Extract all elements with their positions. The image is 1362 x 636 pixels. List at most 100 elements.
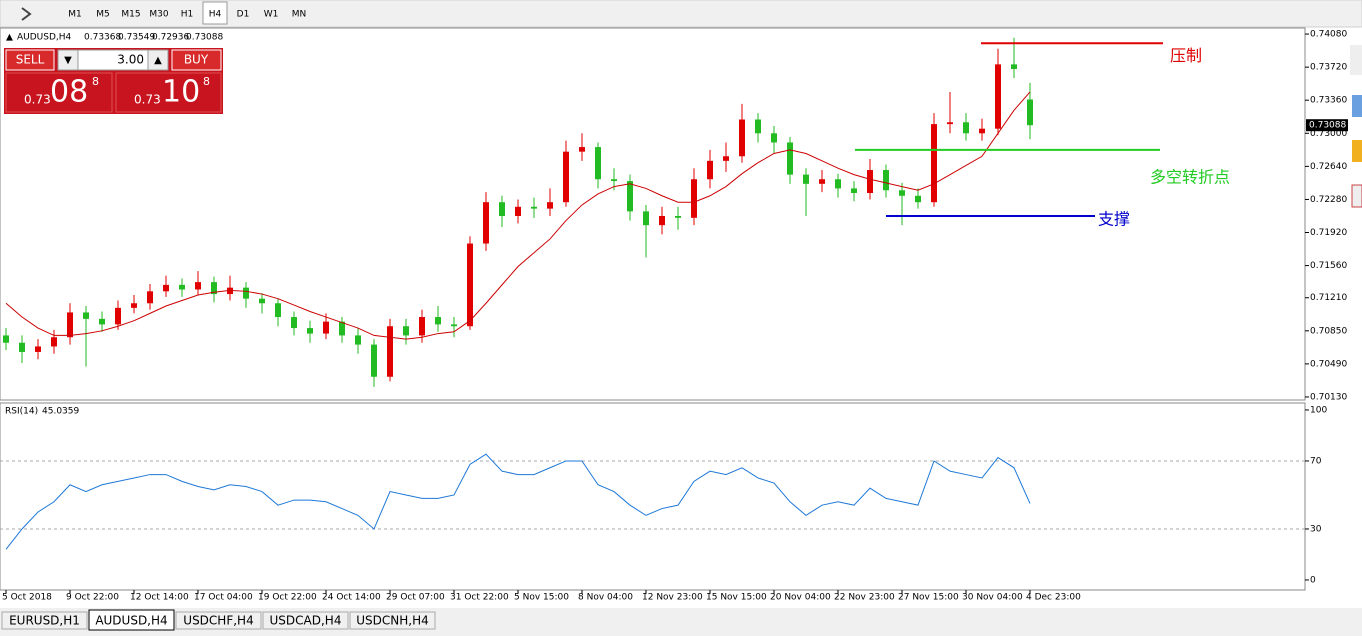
candle-body [979, 128, 985, 134]
x-tick-label: 4 Dec 23:00 [1026, 593, 1081, 603]
tab-label[interactable]: USDCAD,H4 [270, 614, 342, 628]
candle-body [803, 174, 809, 184]
candle-body [755, 119, 761, 134]
x-tick-label: 8 Nov 04:00 [578, 593, 633, 603]
candle-body [739, 119, 745, 157]
tab[interactable] [262, 611, 349, 630]
y-tick-label: 0.70490 [1310, 359, 1347, 369]
y-tick-label: 0.73000 [1310, 129, 1347, 139]
tool-icon[interactable] [21, 7, 32, 21]
side-icon[interactable] [1352, 95, 1362, 117]
sell-button[interactable] [5, 49, 55, 71]
tab-label[interactable]: USDCNH,H4 [356, 614, 429, 628]
level-label: 多空转折点 [1150, 167, 1230, 186]
candle-body [899, 190, 905, 196]
candle-body [179, 284, 185, 290]
candle-body [531, 206, 537, 209]
candle-body [915, 195, 921, 203]
candle-body [387, 326, 393, 377]
x-tick-label: 20 Nov 04:00 [770, 593, 831, 603]
y-tick-label: 0.71560 [1310, 261, 1347, 271]
buy-label[interactable]: BUY [184, 53, 209, 67]
candle-body [35, 346, 41, 352]
sell-pips[interactable]: 08 [50, 75, 88, 110]
candle-body [931, 124, 937, 203]
tab[interactable] [1, 611, 88, 630]
x-tick-label: 29 Oct 07:00 [386, 593, 445, 603]
x-tick-label: 5 Oct 2018 [2, 593, 52, 603]
candle-body [19, 342, 25, 352]
candle-body [851, 188, 857, 194]
rsi-panel [0, 402, 1306, 591]
ohlc-low: 0.72936 [152, 33, 189, 43]
y-tick-label: 0.70850 [1310, 326, 1347, 336]
x-tick-label: 5 Nov 15:00 [514, 593, 569, 603]
sell-label[interactable]: SELL [16, 53, 45, 67]
timeframe-active[interactable] [202, 1, 228, 25]
lot-down-arrow[interactable]: ▼ [64, 55, 72, 66]
candle-body [499, 202, 505, 216]
candle-body [835, 179, 841, 189]
timeframe-button[interactable]: M15 [121, 10, 140, 20]
tab-label[interactable]: EURUSD,H1 [9, 614, 80, 628]
candle-body [147, 291, 153, 304]
sell-fraction[interactable]: 8 [92, 75, 99, 88]
collapse-arrow[interactable]: ▲ [6, 33, 13, 43]
tab-label[interactable]: USDCHF,H4 [183, 614, 253, 628]
candle-body [259, 298, 265, 304]
candle-body [947, 122, 953, 125]
candle-body [339, 321, 345, 336]
level-label: 支撑 [1098, 209, 1130, 228]
candle-body [643, 211, 649, 226]
candle-body [611, 179, 617, 182]
timeframe-button[interactable]: D1 [237, 10, 250, 20]
tab-active[interactable] [88, 609, 175, 631]
candle-body [963, 122, 969, 134]
current-price-box [1306, 119, 1348, 132]
timeframe-button[interactable]: H1 [181, 10, 194, 20]
lot-up[interactable] [147, 49, 169, 71]
x-tick-label: 31 Oct 22:00 [450, 593, 509, 603]
moving-average [5, 91, 1031, 340]
candle-body [419, 317, 425, 336]
candle-body [579, 147, 585, 152]
side-icon[interactable] [1352, 140, 1362, 162]
y-tick-label: 0.74080 [1310, 30, 1347, 40]
x-tick-label: 19 Oct 22:00 [258, 593, 317, 603]
candle-body [323, 321, 329, 334]
side-icon[interactable] [1350, 45, 1362, 75]
timeframe-button[interactable]: W1 [264, 10, 279, 20]
symbol: AUDUSD,H4 [17, 33, 72, 43]
candle-body [707, 160, 713, 180]
tab[interactable] [349, 611, 436, 630]
timeframe-button[interactable]: H4 [209, 10, 222, 20]
buy-button[interactable] [171, 49, 222, 71]
side-icon[interactable] [1351, 184, 1362, 208]
buy-price-box[interactable] [115, 72, 222, 113]
candle-body [883, 170, 889, 191]
y-tick-label: 0.73720 [1310, 63, 1347, 73]
buy-pips[interactable]: 10 [162, 75, 200, 110]
tab[interactable] [175, 611, 262, 630]
candle-body [1027, 99, 1033, 126]
ohlc-high: 0.73549 [118, 33, 155, 43]
buy-fraction[interactable]: 8 [203, 75, 210, 88]
candle-body [675, 215, 681, 218]
lot-up-arrow[interactable]: ▲ [154, 55, 162, 66]
tab-label[interactable]: AUDUSD,H4 [95, 614, 167, 628]
buy-big-figure[interactable]: 0.73 [134, 93, 161, 107]
timeframe-button[interactable]: M30 [149, 10, 168, 20]
sell-big-figure[interactable]: 0.73 [24, 93, 51, 107]
lot-value[interactable]: 3.00 [117, 53, 144, 67]
timeframe-button[interactable]: M1 [68, 10, 82, 20]
y-tick-label: 70 [1310, 456, 1322, 466]
timeframe-button[interactable]: M5 [96, 10, 110, 20]
rsi-line [5, 453, 1031, 550]
candle-body [659, 215, 665, 226]
timeframe-button[interactable]: MN [292, 10, 307, 20]
candle-body [563, 151, 569, 203]
candle-body [371, 344, 377, 377]
sell-price-box[interactable] [5, 72, 113, 113]
